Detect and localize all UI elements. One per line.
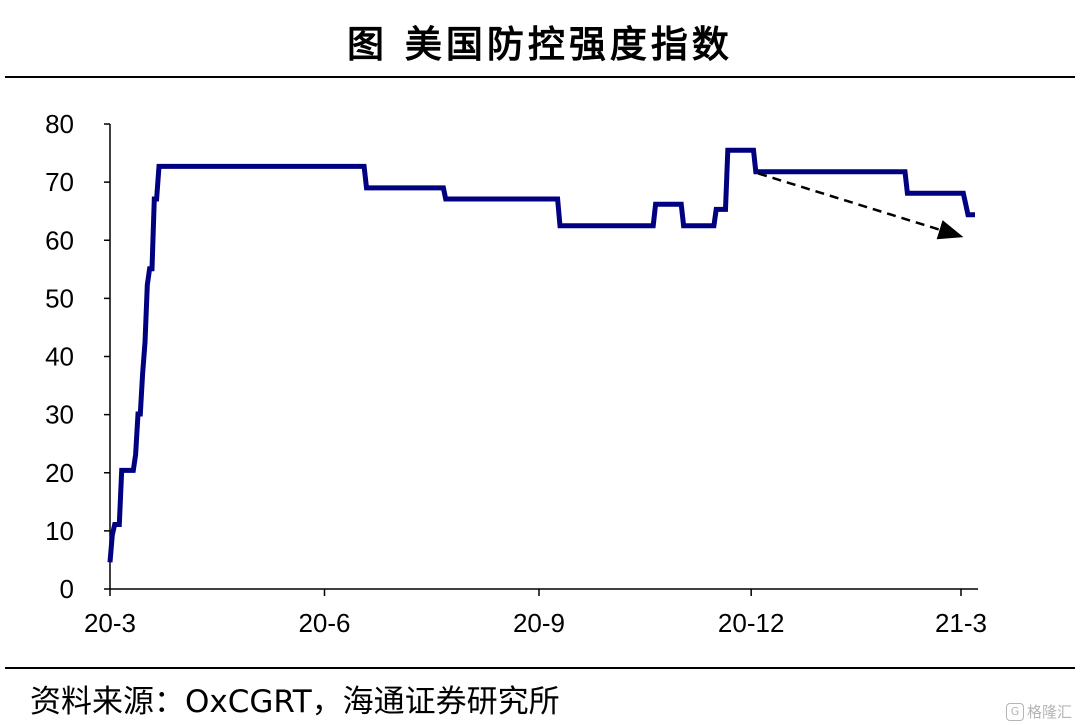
chart-title: 图 美国防控强度指数 xyxy=(347,23,733,66)
axes xyxy=(109,124,978,590)
series-line xyxy=(107,147,975,563)
y-tick-label: 50 xyxy=(45,283,74,313)
x-tick-label: 20-6 xyxy=(298,608,350,638)
x-tick-label: 21-3 xyxy=(935,608,987,638)
watermark-text: 格隆汇 xyxy=(1026,703,1072,721)
watermark-logo-icon: G xyxy=(1005,702,1024,721)
source-divider xyxy=(5,667,1075,669)
y-tick-label: 30 xyxy=(45,400,74,430)
x-tick-label: 20-9 xyxy=(513,608,565,638)
y-tick-label: 80 xyxy=(45,109,74,139)
y-tick-label: 20 xyxy=(45,458,74,488)
trend-arrow xyxy=(757,172,964,240)
x-tick-label: 20-3 xyxy=(84,608,136,638)
title-bar: 图 美国防控强度指数 xyxy=(0,0,1080,76)
y-tick-label: 60 xyxy=(45,225,74,255)
chart: 0 10 20 30 40 50 60 70 80 20-3 20-6 20-9 20-12 21-3 xyxy=(45,109,987,638)
y-tick-label: 40 xyxy=(45,342,74,372)
y-tick-label: 10 xyxy=(45,516,74,546)
annotation-layer xyxy=(757,172,964,240)
watermark: G 格隆汇 xyxy=(1005,701,1072,722)
source-note: 资料来源：OxCGRT，海通证券研究所 xyxy=(30,684,560,720)
title-divider xyxy=(5,76,1075,78)
series-layer xyxy=(107,147,975,563)
y-tick-label: 0 xyxy=(60,574,74,604)
y-tick-label: 70 xyxy=(45,167,74,197)
x-tick-label: 20-12 xyxy=(718,608,785,638)
ticks: 0 10 20 30 40 50 60 70 80 20-3 20-6 20-9 20-12 21-3 xyxy=(45,109,987,638)
